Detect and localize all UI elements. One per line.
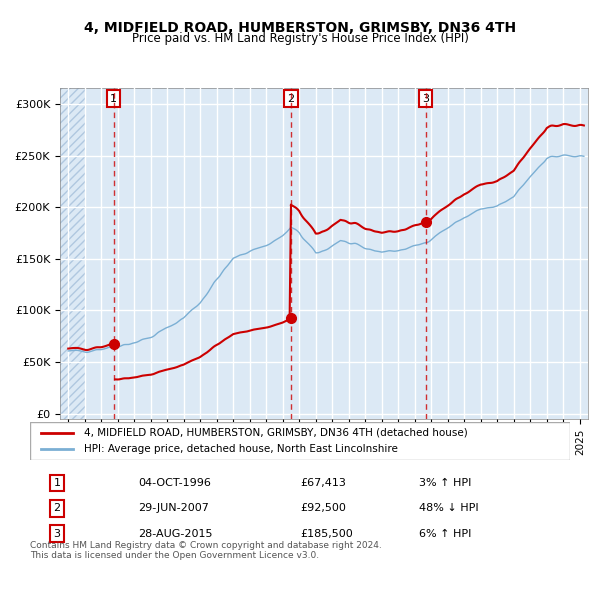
Text: 29-JUN-2007: 29-JUN-2007 <box>138 503 209 513</box>
Text: 2: 2 <box>53 503 61 513</box>
Text: 48% ↓ HPI: 48% ↓ HPI <box>419 503 478 513</box>
Text: £92,500: £92,500 <box>300 503 346 513</box>
Text: Contains HM Land Registry data © Crown copyright and database right 2024.
This d: Contains HM Land Registry data © Crown c… <box>30 541 382 560</box>
Text: £67,413: £67,413 <box>300 478 346 488</box>
Text: 1: 1 <box>110 94 117 104</box>
Text: 04-OCT-1996: 04-OCT-1996 <box>138 478 211 488</box>
FancyBboxPatch shape <box>30 422 570 460</box>
Text: 2: 2 <box>287 94 295 104</box>
Text: 3: 3 <box>53 529 61 539</box>
Text: 6% ↑ HPI: 6% ↑ HPI <box>419 529 471 539</box>
Text: 3: 3 <box>422 94 429 104</box>
Text: 4, MIDFIELD ROAD, HUMBERSTON, GRIMSBY, DN36 4TH: 4, MIDFIELD ROAD, HUMBERSTON, GRIMSBY, D… <box>84 21 516 35</box>
Text: £185,500: £185,500 <box>300 529 353 539</box>
Text: 4, MIDFIELD ROAD, HUMBERSTON, GRIMSBY, DN36 4TH (detached house): 4, MIDFIELD ROAD, HUMBERSTON, GRIMSBY, D… <box>84 428 468 438</box>
Text: Price paid vs. HM Land Registry's House Price Index (HPI): Price paid vs. HM Land Registry's House … <box>131 32 469 45</box>
Text: 3% ↑ HPI: 3% ↑ HPI <box>419 478 471 488</box>
Text: 1: 1 <box>53 478 61 488</box>
Text: 28-AUG-2015: 28-AUG-2015 <box>138 529 212 539</box>
Text: HPI: Average price, detached house, North East Lincolnshire: HPI: Average price, detached house, Nort… <box>84 444 398 454</box>
